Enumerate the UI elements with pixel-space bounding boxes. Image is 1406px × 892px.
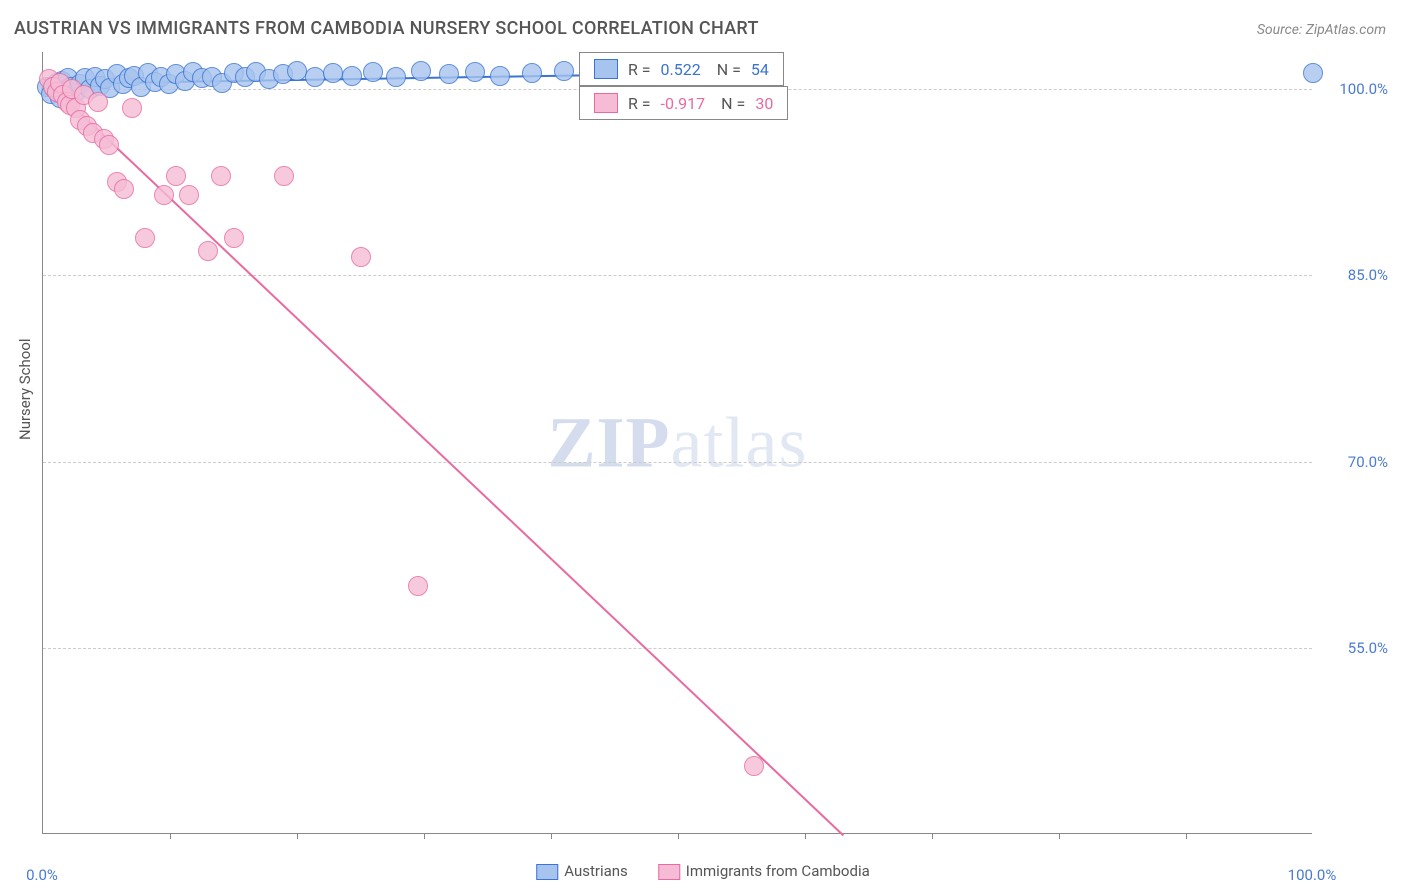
gridline-horizontal	[43, 648, 1312, 649]
legend-swatch	[594, 93, 618, 113]
watermark: ZIPatlas	[548, 401, 808, 484]
scatter-point	[166, 166, 186, 186]
legend-swatch	[658, 864, 680, 880]
y-tick-label: 85.0%	[1348, 266, 1388, 284]
legend-label: Immigrants from Cambodia	[686, 862, 870, 880]
scatter-point	[154, 185, 174, 205]
scatter-point	[351, 247, 371, 267]
x-tick-minor	[1059, 833, 1060, 839]
scatter-point	[439, 64, 459, 84]
bottom-legend-item: Austrians	[536, 862, 628, 880]
plot-area: ZIPatlas R = 0.522 N = 54 R = -0.917 N = 30	[42, 52, 1312, 834]
scatter-point	[408, 576, 428, 596]
legend-swatch	[594, 59, 618, 79]
scatter-point	[323, 63, 343, 83]
scatter-point	[274, 166, 294, 186]
x-tick-minor	[678, 833, 679, 839]
bottom-legend-item: Immigrants from Cambodia	[658, 862, 870, 880]
legend-r-label: R =	[628, 94, 651, 113]
legend-stat-row: R = -0.917 N = 30	[579, 86, 788, 120]
y-axis-label: Nursery School	[16, 338, 34, 440]
y-tick-label: 70.0%	[1348, 453, 1388, 471]
scatter-point	[363, 62, 383, 82]
scatter-point	[99, 135, 119, 155]
gridline-horizontal	[43, 462, 1312, 463]
scatter-point	[122, 98, 142, 118]
x-tick-minor	[424, 833, 425, 839]
scatter-point	[114, 179, 134, 199]
legend-n-value: 54	[751, 60, 769, 79]
scatter-point	[305, 67, 325, 87]
scatter-point	[198, 241, 218, 261]
scatter-point	[179, 185, 199, 205]
scatter-point	[211, 166, 231, 186]
scatter-point	[522, 63, 542, 83]
scatter-point	[224, 228, 244, 248]
scatter-point	[135, 228, 155, 248]
x-tick-minor	[170, 833, 171, 839]
legend-label: Austrians	[564, 862, 628, 880]
x-tick-minor	[1186, 833, 1187, 839]
chart-title: AUSTRIAN VS IMMIGRANTS FROM CAMBODIA NUR…	[14, 18, 759, 39]
scatter-point	[342, 66, 362, 86]
legend-stat-row: R = 0.522 N = 54	[579, 52, 784, 86]
y-tick-label: 100.0%	[1339, 80, 1388, 98]
scatter-point	[744, 756, 764, 776]
legend-r-label: R =	[628, 60, 651, 79]
x-tick-minor	[297, 833, 298, 839]
scatter-point	[554, 61, 574, 81]
legend-r-value: 0.522	[661, 60, 701, 79]
legend-swatch	[536, 864, 558, 880]
scatter-point	[465, 62, 485, 82]
x-tick-minor	[932, 833, 933, 839]
legend-r-value: -0.917	[661, 94, 706, 113]
y-tick-label: 55.0%	[1348, 639, 1388, 657]
legend-n-value: 30	[755, 94, 773, 113]
gridline-horizontal	[43, 275, 1312, 276]
bottom-legend: Austrians Immigrants from Cambodia	[536, 862, 870, 880]
x-tick-label: 0.0%	[26, 866, 58, 884]
scatter-point	[88, 92, 108, 112]
legend-n-label: N =	[717, 60, 741, 79]
source-attribution: Source: ZipAtlas.com	[1257, 22, 1386, 38]
scatter-point	[1303, 63, 1323, 83]
scatter-point	[490, 66, 510, 86]
legend-n-label: N =	[721, 94, 745, 113]
x-tick-label: 100.0%	[1288, 866, 1337, 884]
scatter-point	[411, 61, 431, 81]
x-tick-minor	[551, 833, 552, 839]
x-tick-minor	[805, 833, 806, 839]
scatter-point	[386, 67, 406, 87]
